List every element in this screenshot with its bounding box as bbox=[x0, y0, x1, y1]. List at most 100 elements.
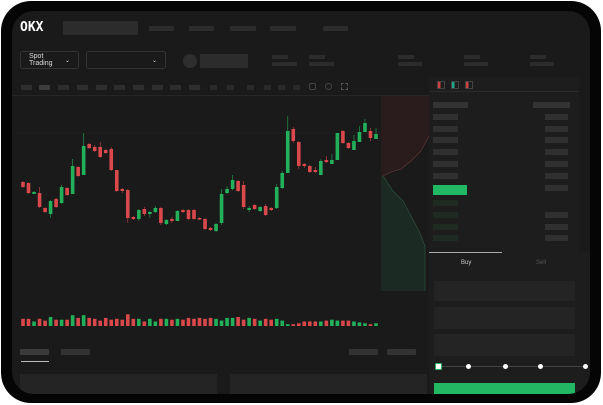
candle-body bbox=[175, 211, 180, 221]
nav-item[interactable] bbox=[189, 26, 214, 31]
drawing-tool-button[interactable] bbox=[227, 85, 234, 90]
candle-body bbox=[274, 187, 279, 208]
stat-label bbox=[398, 55, 414, 59]
slider-stop-100[interactable] bbox=[583, 364, 588, 369]
okx-logo[interactable]: OKX bbox=[20, 20, 44, 35]
slider-stop-75[interactable] bbox=[538, 364, 543, 369]
slider-stop-50[interactable] bbox=[503, 364, 508, 369]
candle-body bbox=[114, 170, 119, 191]
volume-bar bbox=[120, 319, 125, 326]
volume-bar bbox=[54, 319, 58, 326]
candle-body bbox=[208, 228, 213, 230]
order-book bbox=[429, 77, 579, 252]
volume-bar bbox=[26, 318, 31, 326]
timeframe-button[interactable] bbox=[21, 85, 32, 90]
volume-bar bbox=[363, 323, 367, 326]
pair-select[interactable]: ⌄ bbox=[86, 51, 166, 69]
timeframe-button[interactable] bbox=[170, 85, 181, 90]
bid-amount bbox=[545, 212, 568, 218]
timeframe-button[interactable] bbox=[152, 85, 163, 90]
tab-buy[interactable]: Buy bbox=[461, 260, 472, 266]
percent-slider-track[interactable] bbox=[438, 366, 586, 367]
timeframe-button[interactable] bbox=[39, 85, 50, 90]
timeframe-button[interactable] bbox=[114, 85, 125, 90]
price-input[interactable] bbox=[434, 281, 575, 301]
stat-label bbox=[530, 55, 546, 59]
volume-bar bbox=[241, 319, 246, 326]
candle-body bbox=[308, 166, 312, 172]
timeframe-button[interactable] bbox=[58, 85, 69, 90]
volume-bar bbox=[43, 320, 47, 326]
volume-bar bbox=[280, 320, 285, 326]
candle-body bbox=[324, 160, 329, 162]
drawing-tool-button[interactable] bbox=[264, 85, 271, 90]
candle-body bbox=[335, 133, 340, 160]
fullscreen-icon[interactable] bbox=[341, 83, 348, 90]
bid-price bbox=[433, 224, 458, 230]
volume-bar bbox=[285, 324, 290, 326]
stat-value bbox=[309, 62, 334, 66]
candle-body bbox=[43, 208, 47, 212]
tab-sell[interactable]: Sell bbox=[536, 260, 547, 266]
tab-order-history[interactable] bbox=[61, 349, 90, 355]
volume-bar bbox=[357, 322, 362, 326]
candle-body bbox=[319, 161, 323, 175]
chevron-down-icon: ⌄ bbox=[64, 57, 70, 64]
candle-body bbox=[291, 129, 296, 141]
drawing-tool-button[interactable] bbox=[293, 85, 300, 90]
volume-bar bbox=[313, 321, 318, 326]
filter-button[interactable] bbox=[387, 349, 416, 355]
stat-value bbox=[464, 62, 488, 66]
volume-bar bbox=[258, 320, 262, 326]
candle-body bbox=[32, 192, 36, 194]
volume-bar bbox=[236, 317, 240, 326]
volume-bar bbox=[70, 315, 75, 326]
slider-stop-25[interactable] bbox=[466, 364, 471, 369]
candle-body bbox=[92, 147, 97, 151]
search-bar[interactable] bbox=[63, 21, 138, 35]
timeframe-button[interactable] bbox=[189, 85, 200, 90]
drawing-tool-button[interactable] bbox=[247, 85, 254, 90]
ask-amount bbox=[545, 185, 568, 191]
candle-body bbox=[21, 182, 25, 187]
amount-input[interactable] bbox=[434, 307, 575, 329]
market-type-select[interactable]: Spot Trading ⌄ bbox=[20, 51, 79, 69]
volume-bar bbox=[197, 317, 202, 326]
buy-button[interactable] bbox=[434, 383, 575, 394]
nav-item[interactable] bbox=[323, 26, 348, 31]
volume-bar bbox=[225, 317, 229, 326]
volume-bar bbox=[296, 323, 301, 326]
orderbook-both-icon[interactable] bbox=[437, 81, 445, 89]
drawing-tool-button[interactable] bbox=[210, 85, 217, 90]
trading-screen: OKX Spot Trading ⌄ ⌄ Buy Sell bbox=[12, 11, 590, 394]
volume-bar bbox=[76, 317, 80, 326]
filter-button[interactable] bbox=[349, 349, 378, 355]
timeframe-button[interactable] bbox=[133, 85, 144, 90]
chevron-down-icon: ⌄ bbox=[151, 57, 157, 64]
drawing-tool-button[interactable] bbox=[278, 85, 285, 90]
volume-bar bbox=[324, 320, 329, 326]
percent-slider-handle[interactable] bbox=[435, 363, 442, 370]
candle-body bbox=[346, 143, 351, 148]
total-input[interactable] bbox=[434, 334, 575, 356]
candlestick-chart[interactable] bbox=[12, 11, 392, 341]
camera-icon[interactable] bbox=[309, 83, 316, 90]
orderbook-bids-icon[interactable] bbox=[451, 81, 459, 89]
candle-body bbox=[241, 185, 246, 207]
volume-bar bbox=[175, 318, 180, 326]
candle-body bbox=[285, 131, 290, 173]
ask-price bbox=[433, 173, 458, 179]
nav-item[interactable] bbox=[270, 26, 296, 31]
nav-item[interactable] bbox=[149, 26, 174, 31]
timeframe-button[interactable] bbox=[96, 85, 107, 90]
ask-price bbox=[433, 126, 458, 132]
timeframe-button[interactable] bbox=[77, 85, 88, 90]
tab-open-orders[interactable] bbox=[20, 349, 49, 355]
orderbook-asks-icon[interactable] bbox=[465, 81, 473, 89]
volume-bar bbox=[263, 318, 268, 326]
candle-body bbox=[26, 183, 31, 193]
bid-amount bbox=[545, 224, 568, 230]
nav-item[interactable] bbox=[230, 26, 256, 31]
settings-icon[interactable] bbox=[325, 83, 332, 90]
ask-amount bbox=[545, 137, 568, 143]
